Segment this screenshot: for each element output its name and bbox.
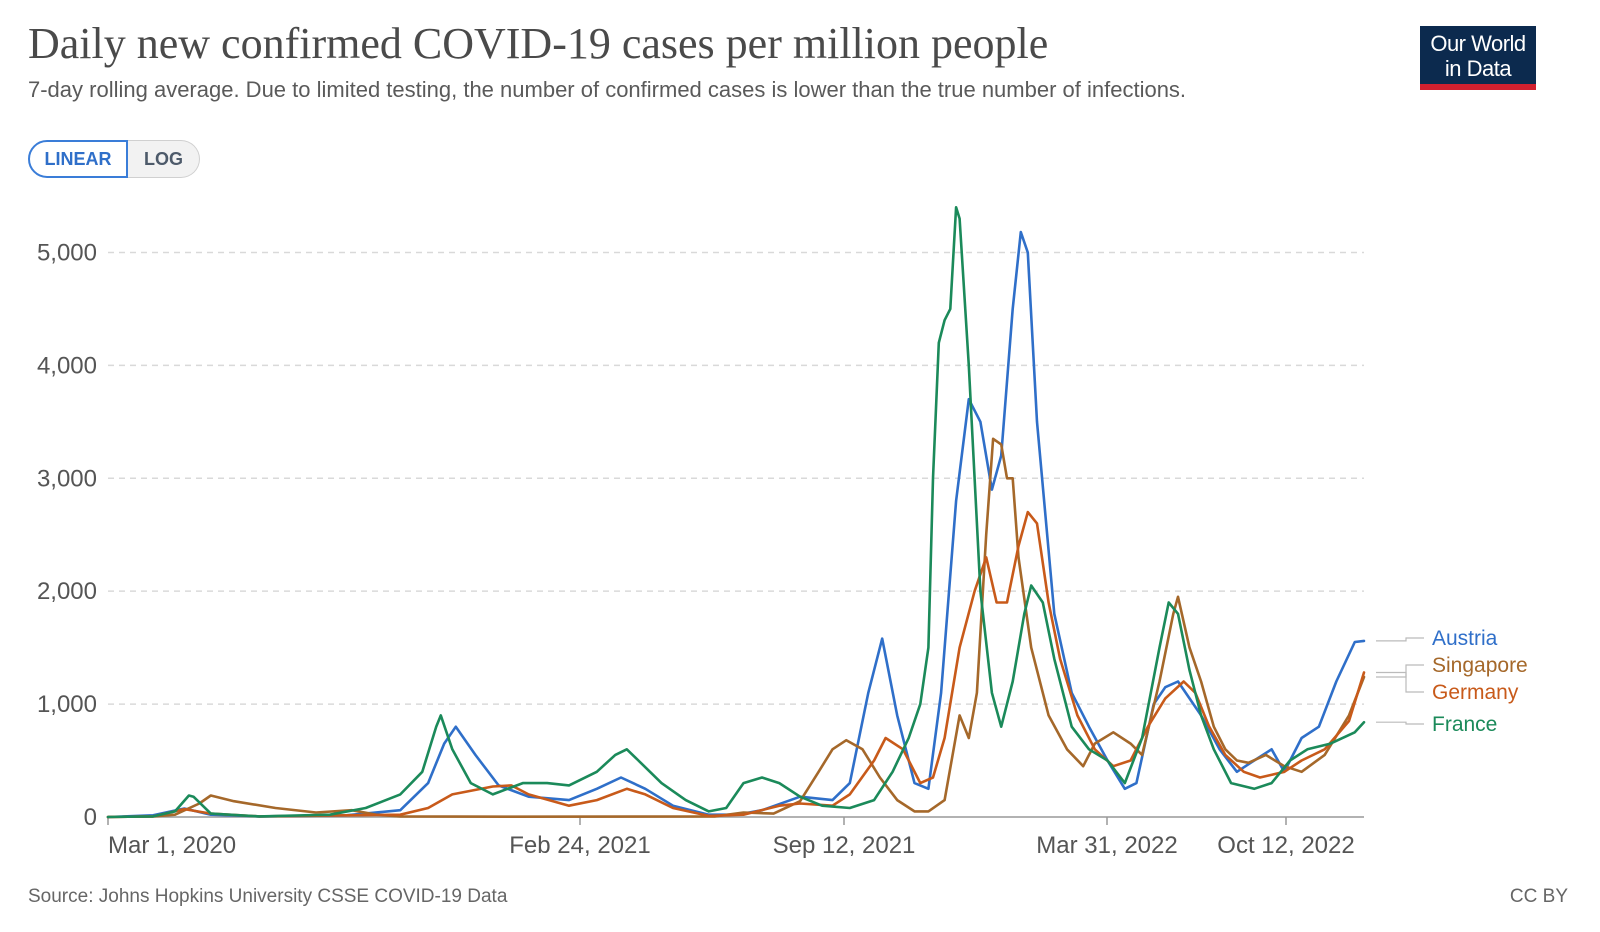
source-note[interactable]: Source: Johns Hopkins University CSSE CO… [28, 886, 508, 907]
legend: Austria Singapore Germany France [1376, 627, 1528, 736]
log-scale-button[interactable]: LOG [128, 140, 200, 178]
y-tick-label: 2,000 [37, 578, 97, 605]
y-tick-label: 4,000 [37, 352, 97, 379]
series-line-france[interactable] [106, 206, 1366, 819]
y-tick-label: 1,000 [37, 691, 97, 718]
x-tick-label: Oct 12, 2022 [1217, 832, 1354, 859]
legend-label: France [1432, 713, 1497, 736]
x-tick-label: Feb 24, 2021 [509, 832, 650, 859]
legend-item-singapore[interactable]: Singapore [1376, 654, 1528, 678]
legend-connector [1376, 664, 1424, 678]
chart-title: Daily new confirmed COVID-19 cases per m… [28, 19, 1049, 68]
y-tick-label: 3,000 [37, 465, 97, 492]
x-tick-label: Sep 12, 2021 [773, 832, 916, 859]
legend-item-france[interactable]: France [1376, 713, 1497, 736]
x-tick-label: Mar 1, 2020 [108, 832, 236, 859]
legend-label: Germany [1432, 681, 1519, 704]
linear-scale-button[interactable]: LINEAR [28, 140, 128, 178]
chart-subtitle: 7-day rolling average. Due to limited te… [28, 77, 1187, 102]
legend-connector [1376, 721, 1424, 725]
logo-line-2: in Data [1444, 56, 1512, 81]
grid-layer [108, 251, 1364, 705]
legend-connector [1376, 637, 1424, 642]
legend-item-austria[interactable]: Austria [1376, 627, 1498, 650]
license-link[interactable]: CC BY [1509, 886, 1568, 907]
y-tick-label: 0 [84, 804, 97, 831]
legend-item-germany[interactable]: Germany [1376, 671, 1519, 705]
x-tick-label: Mar 31, 2022 [1036, 832, 1177, 859]
logo-line-1: Our World [1430, 31, 1526, 56]
legend-label: Singapore [1432, 654, 1528, 677]
y-tick-label: 5,000 [37, 239, 97, 266]
series-line-singapore[interactable] [106, 437, 1366, 819]
axis-layer: 0 1,000 2,000 3,000 4,000 5,000 Mar 1, 2020 Feb… [37, 239, 1364, 859]
series-line-austria[interactable] [106, 230, 1366, 819]
legend-connector [1376, 671, 1424, 693]
our-world-in-data-logo[interactable]: Our World in Data [1420, 26, 1536, 90]
series-line-germany[interactable] [106, 510, 1366, 819]
scale-toggle: LINEAR LOG [28, 140, 200, 178]
legend-label: Austria [1432, 627, 1498, 650]
series-layer [106, 206, 1366, 819]
